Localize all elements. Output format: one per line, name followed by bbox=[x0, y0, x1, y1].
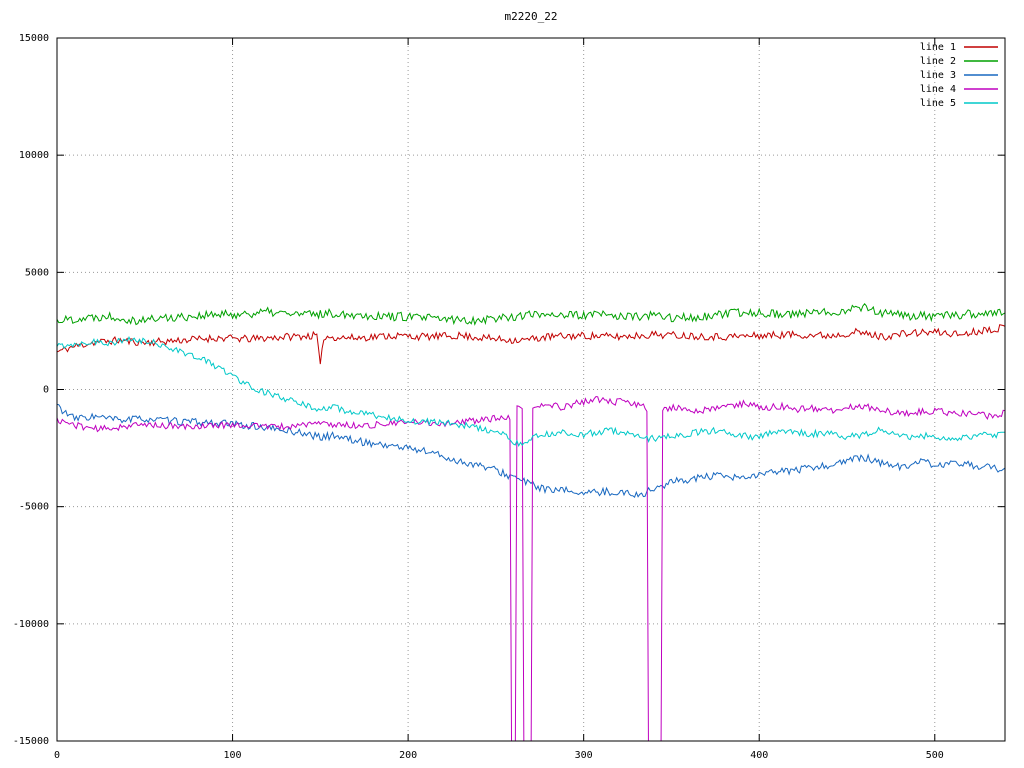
axis-labels: 0 100 200 300 400 500 -15000 -10000 -5000 0 5000 10… bbox=[13, 33, 944, 761]
y-tick-label: 5000 bbox=[25, 267, 49, 278]
y-tick-label: -5000 bbox=[19, 502, 49, 513]
plot-border bbox=[56, 37, 1006, 742]
x-tick-label: 500 bbox=[926, 750, 944, 761]
chart-title: m2220_22 bbox=[505, 10, 558, 23]
grid bbox=[56, 37, 1005, 742]
x-tick-label: 0 bbox=[54, 750, 60, 761]
legend-label-2: line 2 bbox=[920, 56, 956, 67]
series-line-3 bbox=[57, 403, 1005, 499]
series-line-1 bbox=[57, 324, 1005, 365]
y-tick-label: -15000 bbox=[13, 736, 49, 747]
legend-label-5: line 5 bbox=[920, 98, 956, 109]
x-tick-label: 200 bbox=[399, 750, 417, 761]
axis-ticks bbox=[56, 37, 1005, 742]
legend-label-4: line 4 bbox=[920, 84, 956, 95]
y-tick-label: 15000 bbox=[19, 33, 49, 44]
x-tick-label: 300 bbox=[575, 750, 593, 761]
series-line-5 bbox=[57, 336, 1005, 448]
series-lines bbox=[57, 303, 1005, 741]
legend-label-3: line 3 bbox=[920, 70, 956, 81]
y-tick-label: 0 bbox=[43, 385, 49, 396]
x-tick-label: 400 bbox=[750, 750, 768, 761]
series-line-4 bbox=[57, 395, 1005, 741]
legend: line 1 line 2 line 3 line 4 line 5 bbox=[920, 42, 998, 109]
x-tick-label: 100 bbox=[224, 750, 242, 761]
series-line-2 bbox=[57, 303, 1005, 326]
legend-label-1: line 1 bbox=[920, 42, 956, 53]
y-tick-label: 10000 bbox=[19, 150, 49, 161]
y-tick-label: -10000 bbox=[13, 619, 49, 630]
